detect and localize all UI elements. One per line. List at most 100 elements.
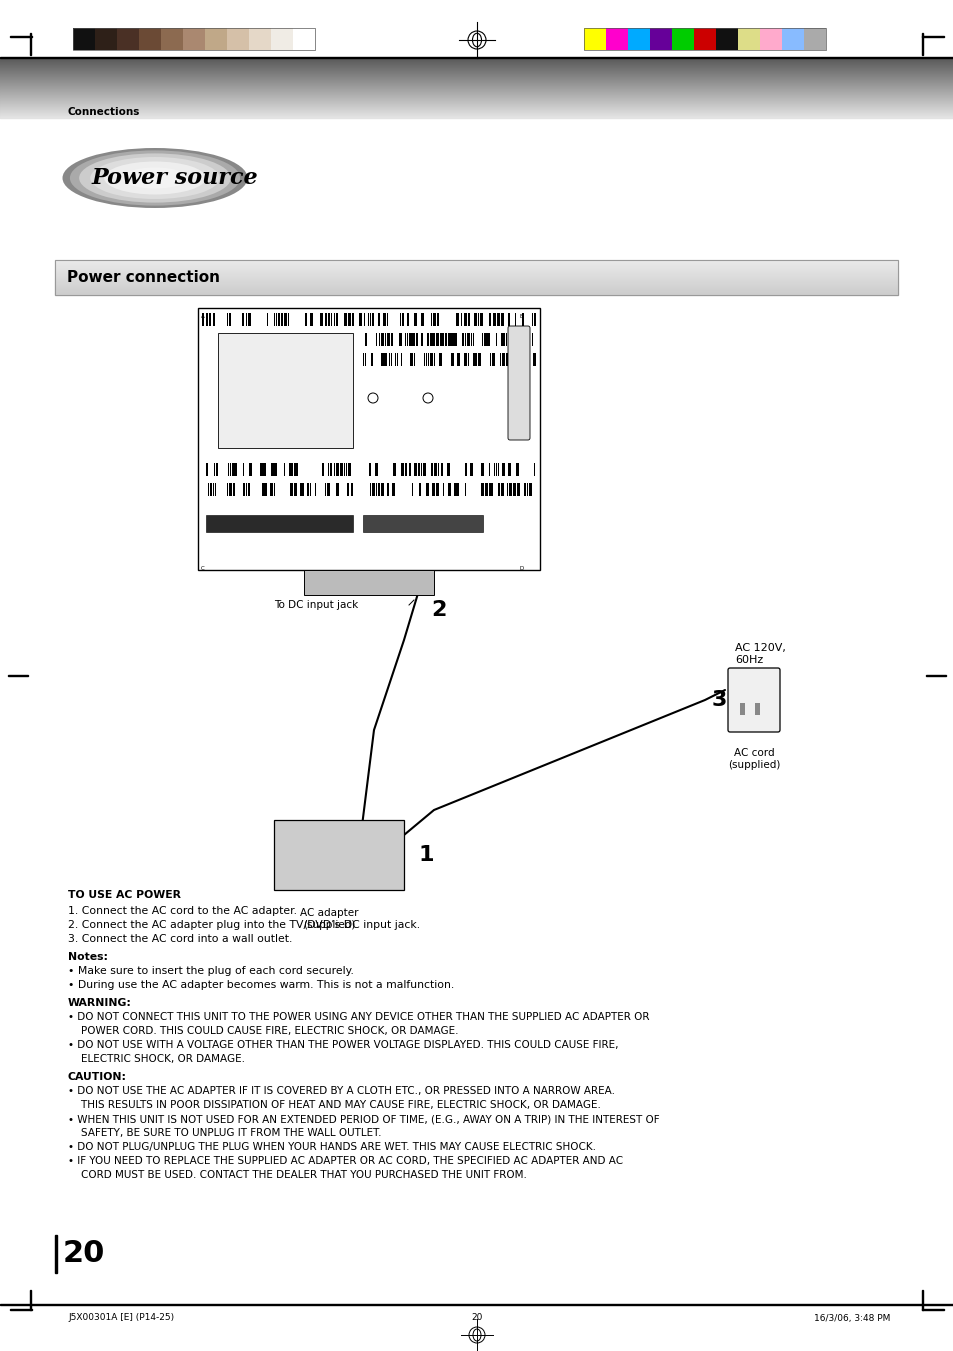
Bar xyxy=(489,313,491,326)
Bar xyxy=(274,463,276,476)
Bar xyxy=(210,484,212,496)
Bar xyxy=(464,332,465,346)
Bar xyxy=(0,57,953,58)
Bar xyxy=(339,463,343,476)
Bar xyxy=(385,332,386,346)
Bar xyxy=(10,1309,32,1310)
Bar xyxy=(399,313,400,326)
Bar xyxy=(396,353,397,366)
Bar xyxy=(323,463,324,476)
Bar xyxy=(10,35,32,36)
Text: • During use the AC adapter becomes warm. This is not a malfunction.: • During use the AC adapter becomes warm… xyxy=(68,979,454,990)
Bar xyxy=(372,313,374,326)
Bar xyxy=(380,484,384,496)
Bar xyxy=(483,332,486,346)
Text: TO USE AC POWER: TO USE AC POWER xyxy=(68,890,181,900)
Bar xyxy=(484,484,488,496)
Bar xyxy=(490,353,491,366)
Bar xyxy=(532,313,533,326)
Bar xyxy=(523,484,525,496)
Text: Power connection: Power connection xyxy=(67,270,220,285)
Bar xyxy=(514,332,515,346)
Bar xyxy=(505,353,506,366)
Bar xyxy=(469,332,470,346)
Bar xyxy=(501,463,504,476)
Bar xyxy=(447,463,450,476)
Bar xyxy=(246,313,247,326)
Bar xyxy=(738,28,760,50)
Bar xyxy=(377,484,379,496)
Text: AC adapter
(supplied): AC adapter (supplied) xyxy=(299,908,358,929)
Text: D: D xyxy=(519,566,524,570)
Bar xyxy=(314,484,315,496)
Bar xyxy=(477,353,480,366)
Bar xyxy=(330,463,332,476)
Bar xyxy=(284,463,285,476)
Bar xyxy=(206,463,208,476)
Bar xyxy=(525,332,526,346)
Bar xyxy=(434,463,436,476)
Bar xyxy=(489,463,490,476)
Bar xyxy=(335,313,337,326)
Bar xyxy=(511,353,512,366)
Bar xyxy=(533,353,536,366)
Bar xyxy=(325,313,327,326)
Bar xyxy=(322,463,323,476)
Bar xyxy=(378,332,379,346)
Bar xyxy=(161,28,183,50)
Bar xyxy=(405,332,406,346)
Bar xyxy=(392,332,393,346)
Bar xyxy=(117,28,139,50)
Bar xyxy=(363,353,364,366)
Bar xyxy=(431,313,432,326)
Bar xyxy=(450,332,452,346)
Bar xyxy=(444,332,447,346)
Bar xyxy=(205,28,227,50)
Bar xyxy=(427,332,429,346)
Bar xyxy=(202,313,204,326)
Bar xyxy=(400,353,401,366)
Bar xyxy=(368,313,369,326)
Bar xyxy=(290,484,293,496)
Text: • DO NOT PLUG/UNPLUG THE PLUG WHEN YOUR HANDS ARE WET. THIS MAY CAUSE ELECTRIC S: • DO NOT PLUG/UNPLUG THE PLUG WHEN YOUR … xyxy=(68,1142,596,1152)
Bar xyxy=(491,484,493,496)
Bar xyxy=(334,463,335,476)
Bar xyxy=(293,28,314,50)
Bar xyxy=(288,313,289,326)
Bar xyxy=(437,463,438,476)
Bar xyxy=(375,463,377,476)
Bar xyxy=(532,332,533,346)
Bar xyxy=(477,313,478,326)
Bar xyxy=(325,484,326,496)
Bar xyxy=(605,28,627,50)
Bar xyxy=(501,353,504,366)
Bar xyxy=(263,463,266,476)
Bar xyxy=(294,484,296,496)
Bar xyxy=(391,353,392,366)
Bar xyxy=(461,332,462,346)
Text: A: A xyxy=(201,315,205,319)
Ellipse shape xyxy=(91,157,219,199)
Bar xyxy=(248,313,251,326)
Bar xyxy=(496,463,497,476)
Bar xyxy=(328,463,329,476)
Bar xyxy=(183,28,205,50)
Bar xyxy=(242,313,244,326)
Bar xyxy=(365,332,367,346)
Bar xyxy=(517,332,518,346)
Bar xyxy=(439,332,440,346)
Bar xyxy=(384,353,387,366)
Ellipse shape xyxy=(79,154,231,203)
Bar xyxy=(351,484,353,496)
Bar xyxy=(392,484,395,496)
Bar xyxy=(412,332,414,346)
Bar xyxy=(274,820,403,890)
Bar xyxy=(370,313,371,326)
Bar xyxy=(400,463,403,476)
Text: CORD MUST BE USED. CONTACT THE DEALER THAT YOU PURCHASED THE UNIT FROM.: CORD MUST BE USED. CONTACT THE DEALER TH… xyxy=(68,1170,526,1179)
Bar xyxy=(583,28,825,50)
Bar xyxy=(781,28,803,50)
Text: ELECTRIC SHOCK, OR DAMAGE.: ELECTRIC SHOCK, OR DAMAGE. xyxy=(68,1054,245,1065)
Bar xyxy=(455,332,456,346)
Bar xyxy=(335,463,338,476)
